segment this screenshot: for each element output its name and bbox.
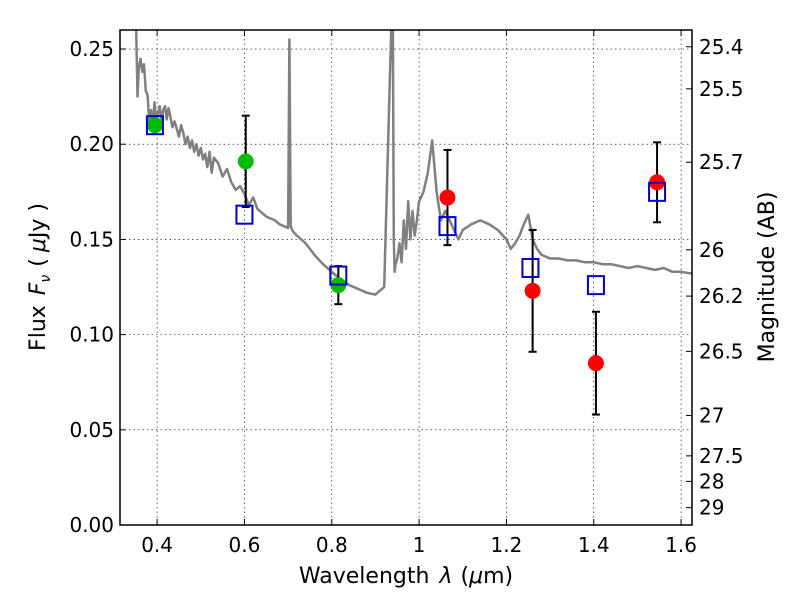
y-tick-label: 0.05 (69, 418, 114, 442)
y-tick-label: 0.00 (69, 513, 114, 537)
x-tick-label: 0.4 (141, 533, 173, 557)
mag-tick-label: 26.2 (699, 284, 744, 308)
x-tick-label: 0.8 (316, 533, 348, 557)
axis-ticks (120, 30, 692, 526)
y-tick-label: 0.25 (69, 37, 114, 61)
observed-point (524, 282, 541, 299)
model-band-point (648, 181, 667, 202)
model-band-point (145, 115, 164, 136)
model-spectrum (134, 30, 692, 296)
y-tick-label: 0.10 (69, 323, 114, 347)
observed-point (146, 117, 163, 134)
mag-tick-label: 26 (699, 238, 724, 262)
observed-point (237, 153, 254, 170)
x-tick-label: 1.2 (491, 533, 523, 557)
data-markers (145, 115, 667, 372)
model-band-point (329, 265, 348, 286)
model-spectrum-line (134, 30, 692, 296)
x-tick-label: 1.6 (665, 533, 697, 557)
y-tick-label: 0.15 (69, 227, 114, 251)
mag-tick-label: 27.5 (699, 444, 744, 468)
grid-lines (120, 30, 692, 526)
model-band-point (521, 257, 540, 278)
y-tick-label: 0.20 (69, 132, 114, 156)
x-axis-label: Wavelength λ (μm) (299, 564, 513, 589)
model-band-point (586, 275, 605, 296)
x-tick-labels: 0.4 0.6 0.8 1 1.2 1.4 1.6 (141, 533, 697, 557)
y-tick-labels: 0.00 0.05 0.10 0.15 0.20 0.25 (69, 37, 114, 537)
y2-axis-label: Magnitude (AB) (755, 192, 780, 363)
model-band-point (438, 216, 457, 237)
mag-tick-label: 25.4 (699, 35, 744, 59)
x-tick-label: 1.4 (578, 533, 610, 557)
plot-frame (119, 29, 693, 526)
x-tick-label: 1 (413, 533, 426, 557)
observed-point (587, 355, 604, 372)
y-axis-label: FluxFν(μJy ) (26, 203, 54, 351)
mag-tick-label: 25.7 (699, 150, 744, 174)
mag-tick-label: 29 (699, 496, 724, 520)
observed-point (439, 189, 456, 206)
x-tick-label: 0.6 (229, 533, 261, 557)
mag-tick-label: 28 (699, 469, 724, 493)
magnitude-tick-labels: 25.4 25.5 25.7 26 26.2 26.5 27 27.528 29 (699, 35, 744, 520)
mag-tick-label: 27 (699, 403, 724, 427)
mag-tick-label: 25.5 (699, 77, 744, 101)
mag-tick-label: 26.5 (699, 339, 744, 363)
model-band-point (235, 204, 254, 225)
